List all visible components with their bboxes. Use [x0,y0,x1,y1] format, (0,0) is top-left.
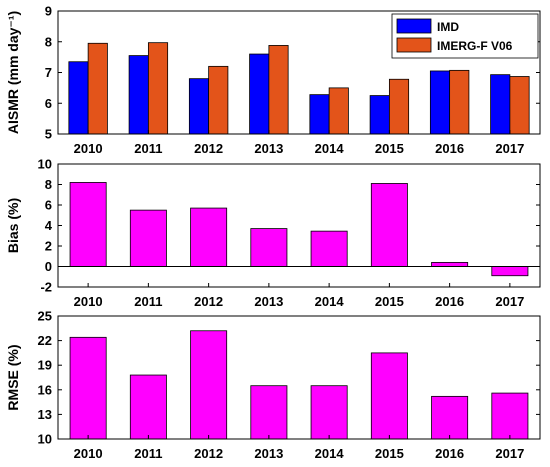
legend-label-1: IMD [437,20,459,34]
bar-2013-series-2 [268,45,289,135]
chart-panel-3: 10 13 16 19 22 25 2010 2011 2012 2013 2014 2015 2016… [5,309,541,461]
chart-panel-1: 5 6 7 8 9 2010 2011 2012 2013 2014 2015 2016 2017 AIS… [5,4,541,156]
x-tick-label: 2013 [254,294,283,309]
x-tick-label: 2017 [495,294,524,309]
y-tick-label: 5 [45,127,52,142]
x-tick-label: 2017 [495,446,524,461]
x-tick-label: 2017 [495,141,524,156]
bar-2015-series-2 [388,78,410,135]
y-tick-label: 9 [45,4,52,19]
x-tick-label: 2013 [254,446,283,461]
y-tick-label: 8 [45,177,52,192]
y-tick-label: 10 [38,157,52,172]
x-tick-label: 2013 [254,141,283,156]
y-tick-label: 4 [45,218,53,233]
x-tick-label: 2012 [194,141,223,156]
bar-2013 [250,385,288,440]
y-tick-label: 10 [38,432,52,447]
bar-2015 [370,183,408,267]
bar-2011 [129,209,167,267]
x-tick-label: 2012 [194,446,223,461]
bar-2017-series-1 [490,74,511,135]
plot-frame [57,315,541,440]
bar-2010 [69,336,107,440]
y-tick-label: 22 [38,333,52,348]
x-tick-label: 2015 [375,446,404,461]
bar-2010-series-2 [87,42,108,135]
bar-2010 [69,182,107,267]
bar-2012-series-1 [188,78,210,135]
x-tick-label: 2015 [375,141,404,156]
y-axis-label: AISMR (mm day⁻¹) [5,11,21,134]
x-tick-label: 2014 [315,294,345,309]
bar-2011 [129,374,167,440]
bar-2012 [190,207,228,267]
legend: IMD IMERG-F V06 [391,13,539,59]
bar-2012 [190,330,228,440]
y-tick-label: 6 [45,96,52,111]
y-tick-label: 19 [38,358,52,373]
bar-2010-series-1 [68,61,89,135]
bar-2016 [431,261,469,267]
bar-2012-series-2 [208,65,229,135]
bar-2013-series-1 [249,53,270,135]
x-tick-label: 2016 [435,141,464,156]
bar-2013 [250,228,288,267]
chart-panel-2: -2 0 2 4 6 8 10 2010 2011 2012 2013 2014 2015 2016 201… [5,157,541,309]
bar-2011-series-1 [128,55,149,135]
x-tick-label: 2010 [74,446,103,461]
x-tick-label: 2014 [315,141,345,156]
bar-2016 [431,395,469,440]
legend-swatch-2 [396,37,432,53]
bar-2016-series-2 [449,69,470,135]
y-tick-label: 0 [45,259,52,274]
y-tick-label: 7 [45,65,52,80]
bar-2011-series-2 [147,42,169,135]
x-tick-label: 2010 [74,141,103,156]
x-tick-label: 2014 [315,446,345,461]
bar-2015 [370,352,408,440]
bar-2017 [491,392,529,440]
bar-2014-series-2 [328,87,349,135]
y-tick-label: 16 [38,382,52,397]
bar-2015-series-1 [369,95,390,135]
y-tick-label: 13 [38,407,52,422]
bar-2014-series-1 [309,94,330,135]
y-axis-label: RMSE (%) [5,344,21,410]
x-tick-label: 2011 [134,446,162,461]
y-axis-label: Bias (%) [5,198,21,253]
x-tick-label: 2016 [435,294,464,309]
bar-2017-series-2 [509,76,530,135]
x-tick-label: 2011 [134,141,162,156]
x-tick-label: 2016 [435,446,464,461]
y-tick-label: 2 [45,239,52,254]
y-tick-label: 8 [45,34,52,49]
y-tick-label: 25 [38,309,52,324]
bar-2016-series-1 [429,70,451,135]
legend-swatch-1 [396,18,432,34]
x-tick-label: 2012 [194,294,223,309]
bar-2014 [310,230,348,267]
bar-2014 [310,385,348,440]
y-tick-label: -2 [40,280,52,295]
x-tick-label: 2015 [375,294,404,309]
x-tick-label: 2010 [74,294,103,309]
bar-2017 [491,266,529,277]
legend-label-2: IMERG-F V06 [437,39,513,53]
x-tick-label: 2011 [134,294,162,309]
y-tick-label: 6 [45,198,52,213]
